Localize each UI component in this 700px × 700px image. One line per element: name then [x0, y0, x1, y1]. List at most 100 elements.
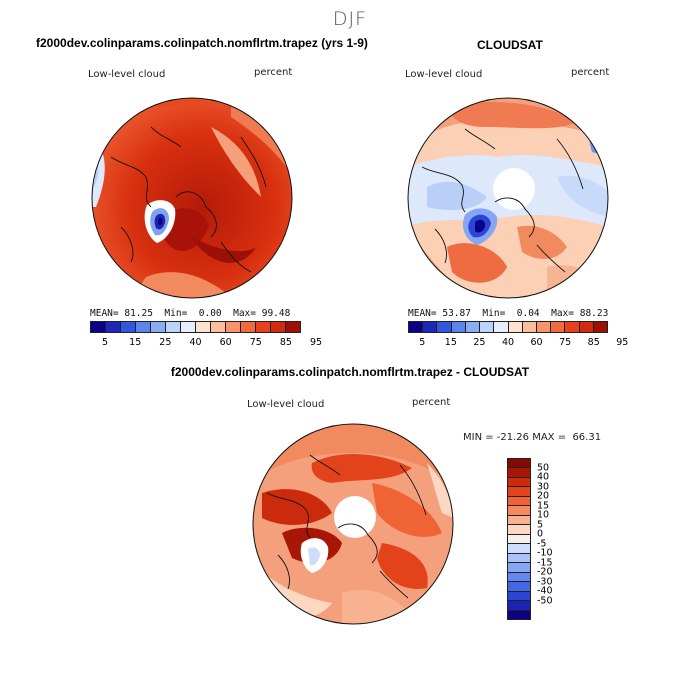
- diff-colorbar-swatch: [508, 544, 530, 554]
- model-colorbar-tick-label: 85: [279, 337, 292, 348]
- model-min-value: 0.00: [198, 308, 222, 319]
- obs-colorbar-swatch: [522, 322, 537, 332]
- diff-colorbar-swatch: [508, 563, 530, 573]
- diff-colorbar-tick-label: 20: [537, 490, 550, 502]
- obs-min-label: Min=: [482, 308, 506, 319]
- diff-units-label: percent: [412, 397, 451, 408]
- obs-colorbar-swatch: [409, 322, 424, 332]
- model-mean-label: MEAN=: [90, 308, 119, 319]
- obs-stats: MEAN= 53.87 Min= 0.04 Max= 88.23: [408, 308, 608, 319]
- diff-colorbar-tick-label: 10: [537, 509, 550, 521]
- diff-colorbar: 50 40 30 20 15 10 5 0 -5 -10 -15 -20 -30 -40 -50: [507, 458, 577, 620]
- obs-variable-label: Low-level cloud: [405, 69, 483, 80]
- model-min-label: Min=: [164, 308, 188, 319]
- model-colorbar-swatch: [256, 322, 271, 332]
- model-colorbar-swatch: [151, 322, 166, 332]
- diff-colorbar-swatch: [508, 553, 530, 564]
- model-colorbar-swatch: [166, 322, 181, 332]
- model-colorbar-tick-label: 60: [219, 337, 232, 348]
- diff-range-text: MIN = -21.26 MAX = 66.31: [463, 432, 602, 443]
- obs-mean-label: MEAN=: [408, 308, 437, 319]
- obs-colorbar-swatch: [579, 322, 594, 332]
- model-colorbar-swatch: [91, 322, 106, 332]
- obs-polar-map: [407, 97, 609, 299]
- obs-colorbar-swatch: [494, 322, 509, 332]
- model-colorbar-swatch: [136, 322, 151, 332]
- obs-colorbar-swatch: [508, 322, 523, 332]
- model-colorbar-tick-label: 95: [310, 337, 323, 348]
- model-units-label: percent: [254, 67, 293, 78]
- diff-panel-title: f2000dev.colinparams.colinpatch.nomflrtm…: [170, 365, 530, 379]
- diff-colorbar-tick-label: 50: [537, 462, 550, 474]
- obs-colorbar-swatch: [565, 322, 580, 332]
- diff-colorbar-tick-label: -30: [537, 576, 553, 588]
- obs-colorbar-swatch: [451, 322, 466, 332]
- obs-mean-value: 53.87: [442, 308, 471, 319]
- diff-colorbar-tick-label: 30: [537, 481, 550, 493]
- obs-panel-title: CLOUDSAT: [477, 38, 543, 52]
- obs-units-label: percent: [571, 67, 610, 78]
- model-colorbar-tick-label: 40: [189, 337, 202, 348]
- obs-colorbar-swatch: [593, 322, 608, 332]
- model-mean-value: 81.25: [124, 308, 153, 319]
- obs-colorbar-swatch: [480, 322, 495, 332]
- obs-colorbar-swatch: [465, 322, 481, 332]
- diff-colorbar-tick-label: -50: [537, 595, 553, 607]
- diff-colorbar-swatch: [508, 468, 530, 478]
- diff-colorbar-tick-label: -40: [537, 585, 553, 597]
- diff-colorbar-swatch: [508, 582, 530, 592]
- model-colorbar: 5 15 25 40 60 75 85 95: [90, 321, 322, 349]
- obs-colorbar-tick-label: 85: [587, 337, 600, 348]
- diff-colorbar-swatch: [508, 477, 530, 488]
- diff-colorbar-tick-label: 5: [537, 519, 544, 531]
- model-panel-title: f2000dev.colinparams.colinpatch.nomflrtm…: [36, 36, 368, 50]
- diff-colorbar-swatch: [508, 591, 530, 602]
- diff-colorbar-swatch: [508, 496, 530, 507]
- diff-colorbar-tick-label: -20: [537, 566, 553, 578]
- obs-colorbar-swatch: [437, 322, 452, 332]
- diff-polar-map: [252, 423, 454, 625]
- diff-colorbar-swatch: [508, 572, 530, 583]
- diff-colorbar-swatch: [508, 459, 530, 469]
- obs-colorbar-tick-label: 60: [530, 337, 543, 348]
- obs-colorbar-tick-label: 15: [444, 337, 457, 348]
- diff-colorbar-swatch: [508, 506, 530, 516]
- diff-colorbar-swatch: [508, 487, 530, 497]
- obs-colorbar-swatch: [423, 322, 438, 332]
- obs-colorbar: 5 15 25 40 60 75 85 95: [408, 321, 628, 349]
- obs-colorbar-swatch: [551, 322, 566, 332]
- model-colorbar-swatch: [121, 322, 136, 332]
- diff-colorbar-tick-label: 0: [537, 528, 544, 540]
- obs-max-label: Max=: [551, 308, 574, 319]
- diff-colorbar-swatch: [508, 601, 530, 611]
- diff-variable-label: Low-level cloud: [247, 399, 325, 410]
- diff-colorbar-swatch: [508, 610, 530, 619]
- diff-colorbar-swatch: [508, 515, 530, 526]
- obs-colorbar-tick-label: 25: [473, 337, 486, 348]
- model-colorbar-swatch: [196, 322, 211, 332]
- model-colorbar-swatch: [286, 322, 300, 332]
- model-colorbar-swatch: [241, 322, 256, 332]
- obs-min-value: 0.04: [516, 308, 540, 319]
- diff-colorbar-tick-label: -15: [537, 557, 553, 569]
- model-max-value: 99.48: [261, 308, 291, 319]
- obs-max-value: 88.23: [579, 308, 609, 319]
- diff-colorbar-tick-label: -5: [537, 538, 547, 550]
- model-colorbar-swatch: [211, 322, 226, 332]
- model-colorbar-tick-label: 25: [159, 337, 172, 348]
- model-stats: MEAN= 81.25 Min= 0.00 Max= 99.48: [90, 308, 290, 319]
- season-title: DJF: [332, 8, 368, 30]
- model-colorbar-swatch: [226, 322, 241, 332]
- obs-colorbar-tick-label: 40: [501, 337, 515, 348]
- model-polar-map: [91, 97, 293, 299]
- model-variable-label: Low-level cloud: [88, 69, 166, 80]
- diff-colorbar-swatch: [508, 534, 530, 545]
- model-colorbar-tick-label: 15: [129, 337, 142, 348]
- model-colorbar-swatch: [271, 322, 286, 332]
- model-max-label: Max=: [233, 308, 256, 319]
- diff-colorbar-tick-label: 40: [537, 471, 550, 483]
- obs-colorbar-tick-label: 75: [559, 337, 572, 348]
- diff-colorbar-swatch: [508, 525, 530, 535]
- obs-colorbar-tick-label: 5: [419, 337, 426, 348]
- obs-colorbar-tick-label: 95: [616, 337, 629, 348]
